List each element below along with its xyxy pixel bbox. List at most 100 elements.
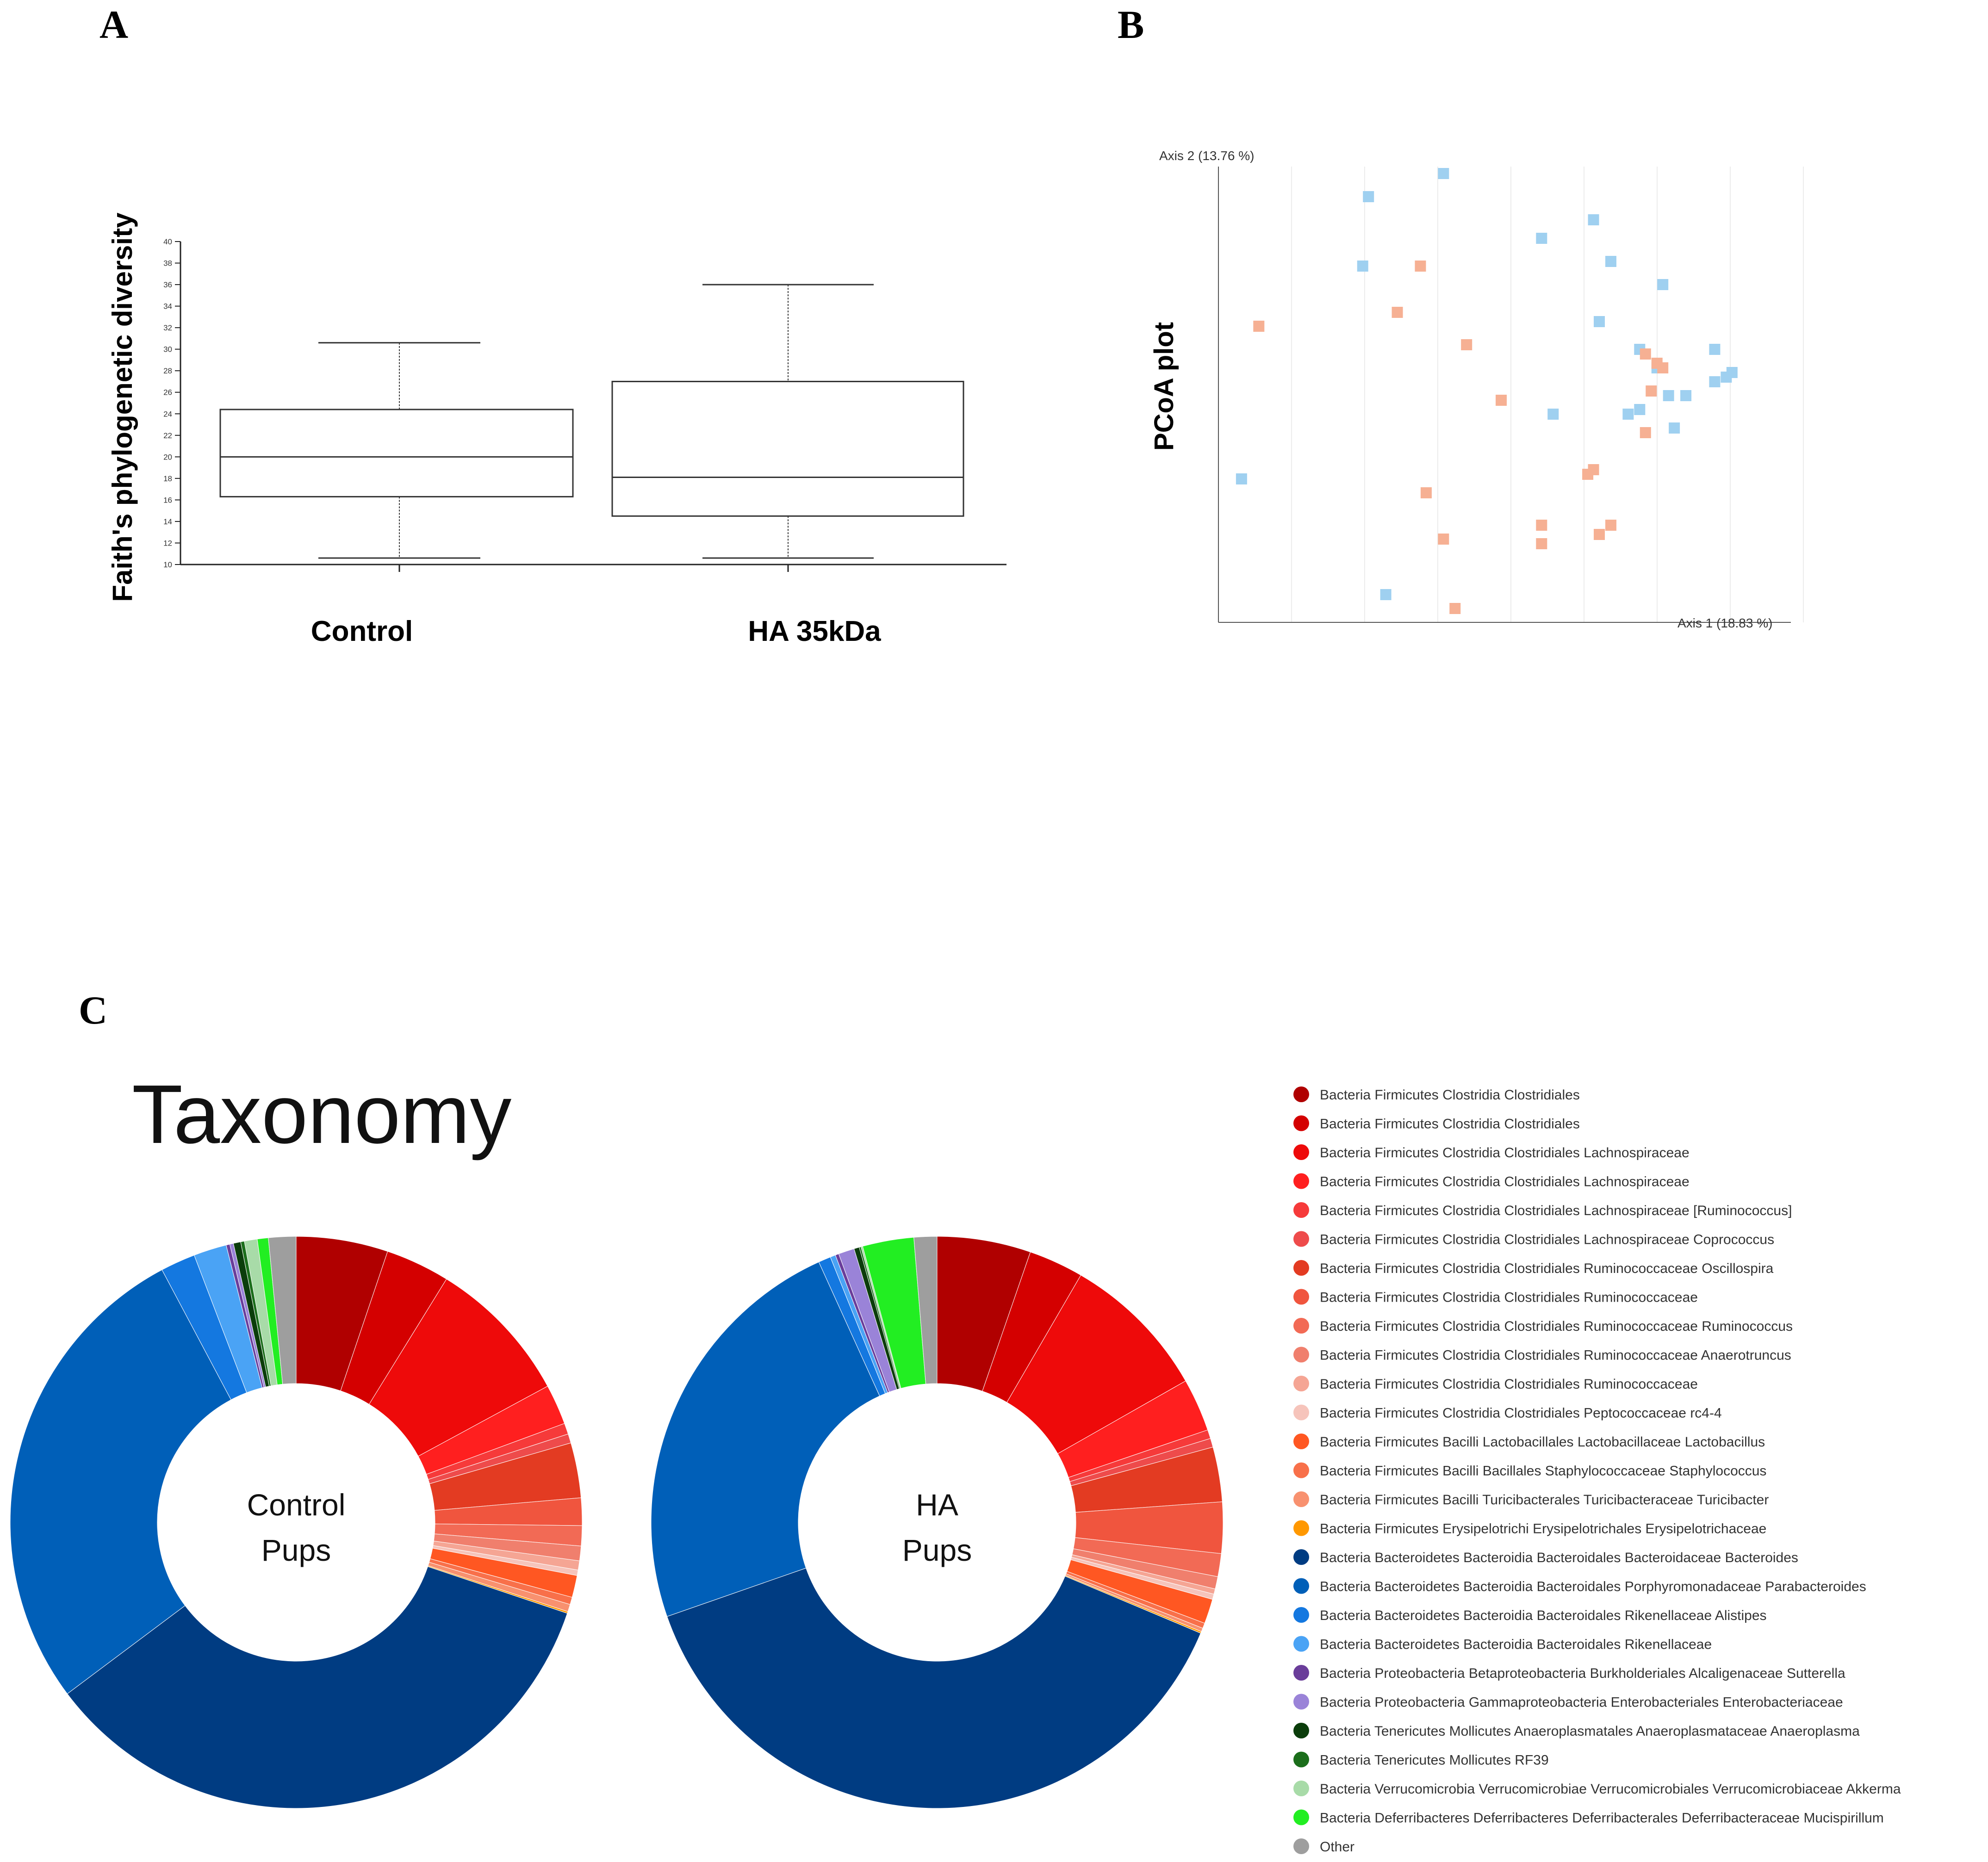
b-point-orange [1438, 534, 1449, 545]
b-point-blue [1536, 233, 1547, 244]
b-point-orange [1253, 321, 1265, 332]
c-legend-label: Bacteria Deferribacteres Deferribacteres… [1320, 1811, 1884, 1826]
a-y-tick-label: 24 [163, 410, 172, 418]
b-point-orange [1657, 362, 1669, 373]
c-legend-label: Bacteria Bacteroidetes Bacteroidia Bacte… [1320, 1637, 1712, 1652]
b-point-orange [1461, 339, 1472, 350]
c-legend-label: Bacteria Firmicutes Clostridia Clostridi… [1320, 1348, 1791, 1363]
b-point-orange [1646, 385, 1657, 397]
a-y-tick-label: 20 [163, 453, 172, 461]
b-point-orange [1594, 529, 1605, 540]
b-point-orange [1640, 427, 1651, 438]
c-slice-control [268, 1236, 297, 1384]
c-legend-swatch [1293, 1607, 1309, 1623]
c-legend-swatch [1293, 1347, 1309, 1363]
c-legend: Bacteria Firmicutes Clostridia Clostridi… [1293, 1086, 1901, 1855]
c-slice-control [10, 1269, 231, 1694]
c-legend-swatch [1293, 1173, 1309, 1189]
a-y-tick-label: 40 [163, 237, 172, 246]
panel-c-taxonomy: Taxonomy Control Pups HA Pups Bacteria F… [10, 1068, 1901, 1855]
c-legend-label: Bacteria Firmicutes Clostridia Clostridi… [1320, 1406, 1722, 1421]
b-point-orange [1582, 469, 1594, 480]
b-point-orange [1605, 520, 1616, 531]
b-point-blue [1438, 168, 1449, 179]
c-donuts [10, 1236, 1224, 1809]
c-legend-label: Bacteria Firmicutes Erysipelotrichi Erys… [1320, 1521, 1766, 1537]
c-legend-swatch [1293, 1289, 1309, 1305]
a-category-label: Control [311, 615, 413, 647]
b-point-blue [1236, 473, 1247, 484]
a-y-tick-label: 14 [163, 517, 172, 526]
b-point-blue [1663, 390, 1674, 401]
b-x-axis-label: Axis 1 (18.83 %) [1677, 616, 1772, 630]
c-legend-label: Bacteria Firmicutes Bacilli Turicibacter… [1320, 1492, 1769, 1508]
b-point-blue [1709, 376, 1721, 387]
b-side-label: PCoA plot [1149, 322, 1179, 451]
c-legend-label: Bacteria Firmicutes Clostridia Clostridi… [1320, 1087, 1580, 1103]
c-legend-swatch [1293, 1144, 1309, 1160]
a-y-tick-label: 18 [163, 474, 172, 483]
b-point-blue [1657, 279, 1669, 290]
c-legend-label: Other [1320, 1839, 1354, 1855]
a-category-label: HA 35kDa [748, 615, 881, 647]
c-legend-swatch [1293, 1723, 1309, 1738]
c-legend-label: Bacteria Firmicutes Clostridia Clostridi… [1320, 1117, 1580, 1132]
b-point-blue [1357, 261, 1368, 272]
b-point-blue [1634, 404, 1646, 415]
c-legend-swatch [1293, 1202, 1309, 1218]
b-point-orange [1496, 395, 1507, 406]
b-point-blue [1605, 256, 1616, 267]
c-legend-label: Bacteria Verrucomicrobia Verrucomicrobia… [1320, 1781, 1901, 1797]
c-slice-control [368, 1279, 548, 1457]
a-y-tick-label: 38 [163, 259, 172, 268]
c-slice-ha [651, 1261, 880, 1617]
b-point-blue [1588, 214, 1599, 225]
c-slice-ha [913, 1236, 938, 1384]
c-legend-label: Bacteria Firmicutes Bacilli Bacillales S… [1320, 1464, 1766, 1479]
c-slice-ha [1006, 1275, 1186, 1454]
c-legend-label: Bacteria Tenericutes Mollicutes RF39 [1320, 1753, 1549, 1768]
a-y-tick-label: 28 [163, 366, 172, 375]
b-point-blue [1669, 422, 1680, 434]
b-point-orange [1392, 307, 1403, 318]
c-legend-label: Bacteria Bacteroidetes Bacteroidia Bacte… [1320, 1608, 1767, 1623]
c-legend-swatch [1293, 1404, 1309, 1421]
c-title: Taxonomy [132, 1068, 511, 1161]
c-legend-swatch [1293, 1376, 1309, 1391]
panel-letter-a: A [99, 2, 128, 47]
c-legend-swatch [1293, 1636, 1309, 1652]
c-center-label-control-line1: Control [247, 1488, 346, 1522]
b-point-blue [1363, 191, 1374, 202]
c-center-label-ha-line1: HA [916, 1488, 958, 1522]
c-legend-swatch [1293, 1086, 1309, 1102]
c-legend-label: Bacteria Firmicutes Clostridia Clostridi… [1320, 1232, 1774, 1248]
b-point-orange [1640, 348, 1651, 360]
c-legend-swatch [1293, 1694, 1309, 1710]
b-point-orange [1415, 261, 1426, 272]
c-legend-label: Bacteria Firmicutes Clostridia Clostridi… [1320, 1145, 1690, 1161]
c-legend-swatch [1293, 1231, 1309, 1247]
b-point-blue [1380, 589, 1392, 600]
a-y-axis-title: Faith's phylogenetic diversity [107, 212, 138, 602]
c-legend-label: Bacteria Proteobacteria Betaproteobacter… [1320, 1666, 1845, 1681]
c-legend-swatch [1293, 1520, 1309, 1536]
c-legend-label: Bacteria Firmicutes Clostridia Clostridi… [1320, 1377, 1698, 1392]
c-legend-label: Bacteria Bacteroidetes Bacteroidia Bacte… [1320, 1579, 1866, 1595]
c-center-label-control-line2: Pups [261, 1533, 331, 1567]
a-box [219, 409, 574, 497]
b-point-blue [1726, 367, 1738, 378]
a-y-tick-label: 34 [163, 302, 172, 311]
c-legend-label: Bacteria Firmicutes Clostridia Clostridi… [1320, 1203, 1792, 1218]
a-box [611, 380, 964, 517]
c-legend-label: Bacteria Firmicutes Clostridia Clostridi… [1320, 1319, 1793, 1334]
b-point-orange [1536, 538, 1547, 549]
c-slice-control [67, 1566, 568, 1809]
c-legend-swatch [1293, 1809, 1309, 1825]
a-y-tick-label: 10 [163, 560, 172, 569]
a-y-tick-label: 36 [163, 280, 172, 289]
a-y-tick-label: 22 [163, 431, 172, 440]
c-legend-swatch [1293, 1578, 1309, 1594]
panel-b-scatter: Axis 2 (13.76 %) Axis 1 (18.83 %) PCoA p… [1149, 149, 1804, 630]
c-legend-label: Bacteria Firmicutes Clostridia Clostridi… [1320, 1261, 1774, 1276]
c-legend-swatch [1293, 1318, 1309, 1334]
